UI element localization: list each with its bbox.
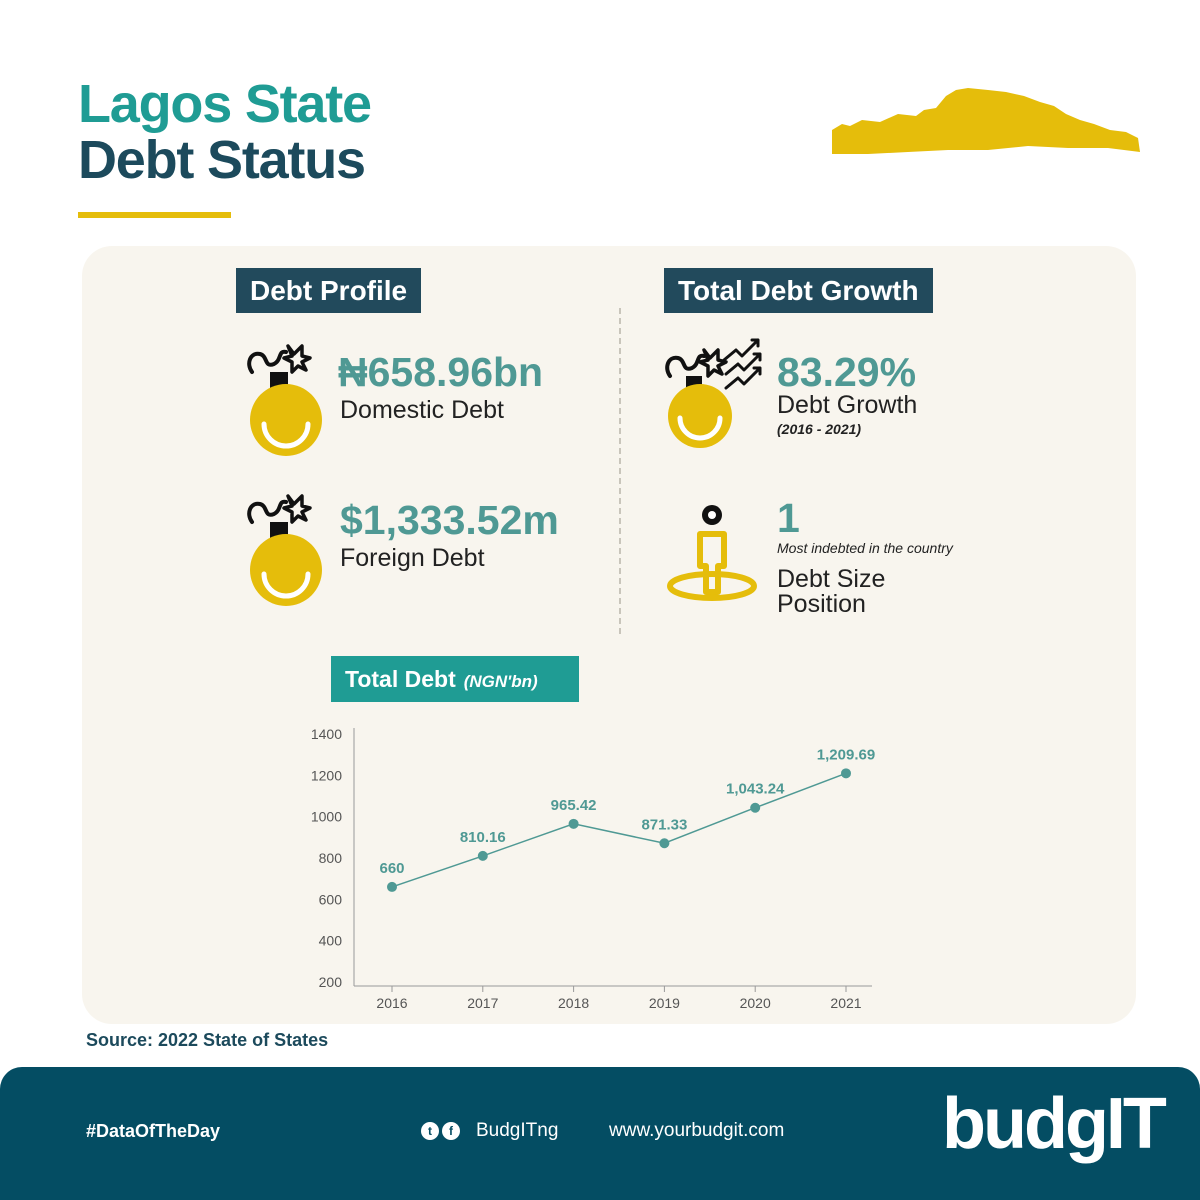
debt-position-label-1: Debt Size [777, 565, 886, 593]
x-tick-label: 2019 [649, 995, 680, 1011]
data-point [568, 818, 579, 829]
footer-bar [0, 1067, 1200, 1200]
bomb-icon [247, 494, 322, 606]
twitter-icon[interactable]: t [421, 1122, 439, 1140]
foreign-debt-value: $1,333.52m [340, 497, 559, 543]
y-tick-label: 1200 [311, 767, 342, 783]
debt-position-note: Most indebted in the country [777, 540, 953, 556]
chart-svg: 200 400 600 800 1000 1200 1400 2016 2017 2018 2019… [311, 726, 875, 1011]
series-line [391, 772, 847, 888]
data-point [750, 802, 761, 813]
page-title: Lagos State Debt Status [78, 74, 372, 190]
total-debt-line-chart: 200 400 600 800 1000 1200 1400 2016 2017 2018 2019… [290, 718, 890, 1018]
y-tick-label: 1000 [311, 809, 342, 825]
foreign-debt-label: Foreign Debt [340, 544, 485, 572]
source-note: Source: 2022 State of States [86, 1030, 329, 1050]
y-tick-label: 1400 [311, 726, 342, 742]
y-tick-label: 600 [319, 891, 343, 907]
title-line-1: Lagos State [78, 74, 372, 134]
total-debt-growth-heading: Total Debt Growth [664, 268, 933, 313]
data-label: 871.33 [641, 816, 687, 833]
bomb-growth-icon [665, 338, 762, 448]
domestic-debt-value: ₦658.96bn [338, 349, 544, 395]
debt-growth-label: Debt Growth [777, 391, 918, 419]
data-label: 1,043.24 [726, 781, 785, 798]
data-label: 810.16 [460, 829, 506, 846]
x-tick-label: 2018 [558, 995, 589, 1011]
bomb-icon [247, 344, 322, 456]
x-tick-label: 2021 [830, 995, 861, 1011]
debt-profile-heading: Debt Profile [236, 268, 422, 313]
y-tick-label: 400 [319, 933, 343, 949]
debt-growth-value: 83.29% [777, 349, 917, 395]
y-tick-label: 200 [319, 974, 343, 990]
data-point [659, 838, 670, 849]
data-label: 660 [379, 860, 404, 877]
x-tick-label: 2017 [467, 995, 498, 1011]
content-panel [82, 246, 1136, 1024]
data-label: 965.42 [551, 797, 597, 814]
section-divider [619, 308, 621, 634]
website-link[interactable]: www.yourbudgit.com [609, 1120, 785, 1141]
debt-position-label-2: Position [777, 590, 866, 618]
total-debt-chart-heading: Total Debt (NGN'bn) [331, 656, 579, 702]
data-point [841, 768, 851, 779]
person-position-icon [667, 505, 757, 601]
data-label: 1,209.69 [817, 746, 875, 763]
data-point [477, 850, 488, 861]
chart-heading-unit: (NGN'bn) [463, 672, 538, 691]
facebook-icon[interactable]: f [442, 1122, 460, 1140]
debt-growth-period: (2016 - 2021) [777, 421, 862, 437]
x-tick-label: 2020 [740, 995, 771, 1011]
x-tick-label: 2016 [376, 995, 407, 1011]
social-handle[interactable]: BudgITng [476, 1120, 559, 1141]
debt-position-value: 1 [777, 495, 800, 541]
chart-heading-label: Total Debt [345, 666, 456, 692]
title-line-2: Debt Status [78, 130, 366, 190]
domestic-debt-label: Domestic Debt [340, 396, 504, 424]
hashtag-label: #DataOfTheDay [86, 1121, 221, 1141]
y-tick-label: 800 [319, 850, 343, 866]
lagos-map-icon [832, 88, 1140, 154]
title-underline [78, 212, 231, 218]
data-point [387, 881, 397, 892]
budgit-logo: budgIT [942, 1084, 1167, 1164]
